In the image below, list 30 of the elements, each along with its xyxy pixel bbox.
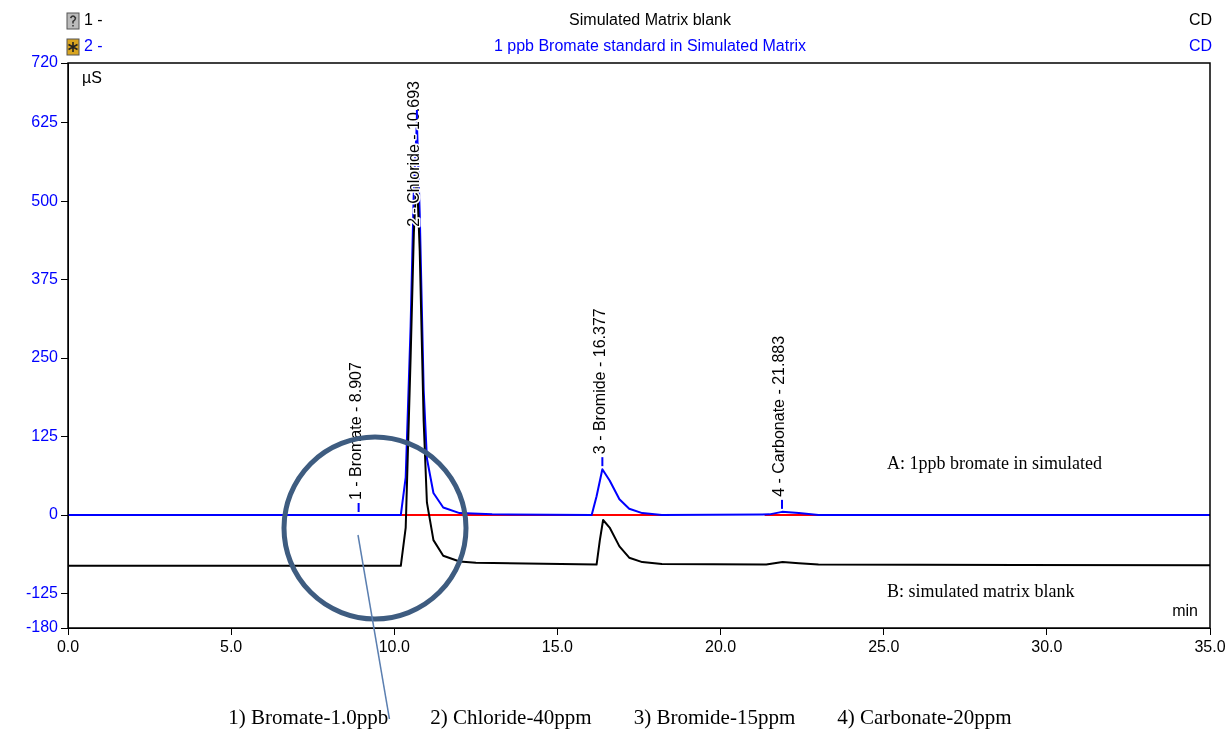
text: 1 - bbox=[84, 11, 103, 29]
text: 2 - bbox=[84, 37, 103, 55]
y-tick-label: 720 bbox=[31, 53, 59, 71]
x-tick-label: 0.0 bbox=[56, 638, 80, 656]
x-tick-label: 15.0 bbox=[541, 638, 574, 656]
annotation: 4 - Carbonate - 21.883 bbox=[770, 335, 788, 497]
x-tick-label: 25.0 bbox=[868, 638, 900, 656]
y-tick-label: 125 bbox=[31, 426, 59, 444]
x-tick-label: 5.0 bbox=[220, 638, 243, 656]
text: 1 ppb Bromate standard in Simulated Matrix bbox=[493, 37, 807, 55]
x-axis-title: min bbox=[1172, 602, 1198, 620]
y-tick-label: -180 bbox=[25, 618, 59, 636]
text: CD bbox=[1188, 11, 1212, 29]
y-tick-label: 375 bbox=[31, 269, 59, 287]
x-tick-label: 20.0 bbox=[705, 638, 737, 656]
x-tick-label: 35.0 bbox=[1194, 638, 1226, 656]
annotation: 3 - Bromide - 16.377 bbox=[590, 308, 608, 455]
text: Simulated Matrix blank bbox=[569, 11, 731, 29]
y-tick-label: -125 bbox=[25, 583, 59, 601]
annotation: A: 1ppb bromate in simulated bbox=[887, 453, 1102, 474]
x-tick-label: 10.0 bbox=[378, 638, 410, 656]
x-tick-label: 30.0 bbox=[1031, 638, 1063, 656]
y-tick-label: 0 bbox=[49, 505, 59, 523]
y-tick-label: 500 bbox=[31, 191, 59, 209]
text: 1) Bromate-1.0ppb 2) Chloride-40ppm 3) Bromide-15ppm 4) Carbonate-20ppm bbox=[228, 705, 1012, 730]
y-tick-label: 250 bbox=[31, 348, 59, 366]
text: CD bbox=[1188, 37, 1212, 55]
y-tick-label: 625 bbox=[31, 113, 59, 131]
y-axis-title: µS bbox=[82, 69, 102, 87]
annotation: B: simulated matrix blank bbox=[887, 581, 1075, 602]
